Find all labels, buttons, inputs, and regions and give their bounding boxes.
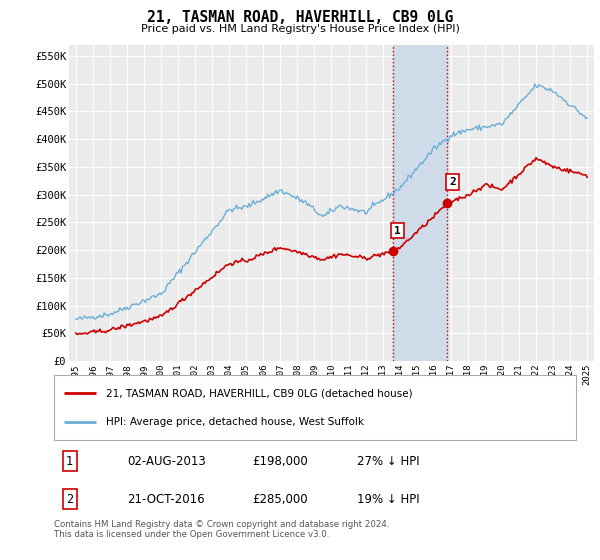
Text: 1: 1 bbox=[394, 226, 401, 236]
Text: Price paid vs. HM Land Registry's House Price Index (HPI): Price paid vs. HM Land Registry's House … bbox=[140, 24, 460, 34]
Text: 2: 2 bbox=[66, 493, 73, 506]
Text: 1: 1 bbox=[66, 455, 73, 468]
Text: 02-AUG-2013: 02-AUG-2013 bbox=[127, 455, 206, 468]
Text: £285,000: £285,000 bbox=[253, 493, 308, 506]
Text: 21, TASMAN ROAD, HAVERHILL, CB9 0LG (detached house): 21, TASMAN ROAD, HAVERHILL, CB9 0LG (det… bbox=[106, 388, 413, 398]
Text: HPI: Average price, detached house, West Suffolk: HPI: Average price, detached house, West… bbox=[106, 417, 364, 427]
Text: Contains HM Land Registry data © Crown copyright and database right 2024.
This d: Contains HM Land Registry data © Crown c… bbox=[54, 520, 389, 539]
Text: £198,000: £198,000 bbox=[253, 455, 308, 468]
Text: 21, TASMAN ROAD, HAVERHILL, CB9 0LG: 21, TASMAN ROAD, HAVERHILL, CB9 0LG bbox=[147, 10, 453, 25]
Bar bbox=[392, 45, 448, 361]
Text: 2: 2 bbox=[449, 177, 456, 187]
Text: 27% ↓ HPI: 27% ↓ HPI bbox=[357, 455, 419, 468]
Text: 19% ↓ HPI: 19% ↓ HPI bbox=[357, 493, 419, 506]
Text: 21-OCT-2016: 21-OCT-2016 bbox=[127, 493, 205, 506]
